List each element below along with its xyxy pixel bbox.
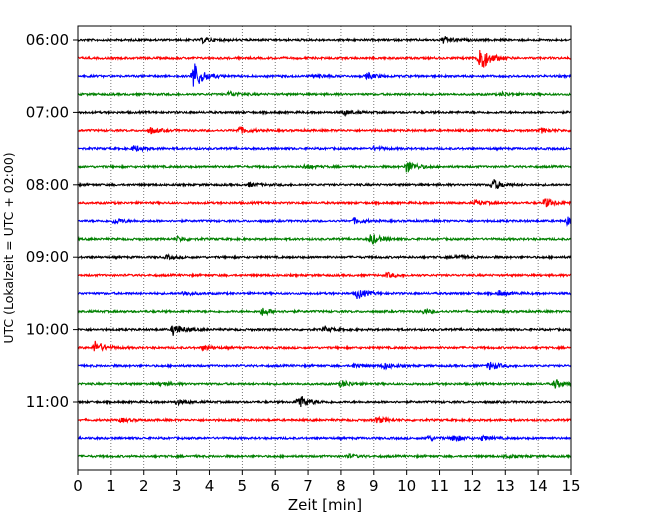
x-tick-label: 7 [303, 477, 313, 495]
vertical-gridlines [110, 26, 539, 470]
x-tick-label: 6 [270, 477, 280, 495]
trace-1100 [77, 396, 572, 408]
x-tick-label: 14 [529, 477, 548, 495]
trace-0800 [77, 179, 572, 190]
trace-1145 [77, 452, 572, 460]
plot-frame [77, 25, 572, 471]
trace-0645 [77, 89, 572, 98]
y-tick-label: 10:00 [26, 321, 69, 339]
trace-1015 [77, 340, 572, 352]
trace-0700 [77, 108, 572, 118]
x-tick-label: 11 [430, 477, 449, 495]
trace-1115 [77, 415, 572, 424]
trace-0745 [77, 161, 572, 173]
x-tick-label: 5 [238, 477, 248, 495]
trace-1000 [77, 324, 572, 336]
y-axis-ticks: 06:00 07:00 08:00 09:00 10:00 11:00 [26, 31, 78, 411]
trace-0845 [77, 234, 572, 245]
y-tick-label: 09:00 [26, 248, 69, 266]
trace-1130 [77, 434, 572, 442]
y-tick-label: 08:00 [26, 176, 69, 194]
x-tick-label: 13 [496, 477, 515, 495]
y-axis-label: UTC (Lokalzeit = UTC + 02:00) [1, 152, 16, 343]
x-tick-label: 3 [172, 477, 182, 495]
x-tick-label: 2 [139, 477, 149, 495]
x-tick-label: 12 [463, 477, 482, 495]
x-axis-ticks: 0 1 2 3 4 5 6 7 8 9 10 11 12 13 14 15 [73, 470, 581, 495]
y-tick-label: 06:00 [26, 31, 69, 49]
x-tick-label: 1 [106, 477, 116, 495]
x-tick-label: 9 [369, 477, 379, 495]
trace-0715 [77, 126, 572, 135]
trace-1030 [77, 361, 572, 371]
x-tick-label: 0 [73, 477, 83, 495]
trace-0630 [77, 63, 572, 87]
trace-0600 [77, 36, 572, 45]
trace-0615 [77, 49, 572, 68]
trace-group [77, 36, 572, 460]
trace-0730 [77, 144, 572, 153]
y-tick-label: 07:00 [26, 103, 69, 121]
trace-0915 [77, 271, 572, 279]
trace-0815 [77, 197, 572, 208]
x-tick-label: 15 [561, 477, 580, 495]
trace-0930 [77, 289, 572, 300]
x-tick-label: 8 [336, 477, 346, 495]
trace-0830 [77, 216, 572, 227]
trace-0945 [77, 307, 572, 317]
trace-0900 [77, 253, 572, 261]
y-tick-label: 11:00 [26, 393, 69, 411]
x-tick-label: 10 [397, 477, 416, 495]
trace-1045 [77, 379, 572, 389]
x-axis-label: Zeit [min] [288, 496, 362, 514]
x-tick-label: 4 [205, 477, 215, 495]
